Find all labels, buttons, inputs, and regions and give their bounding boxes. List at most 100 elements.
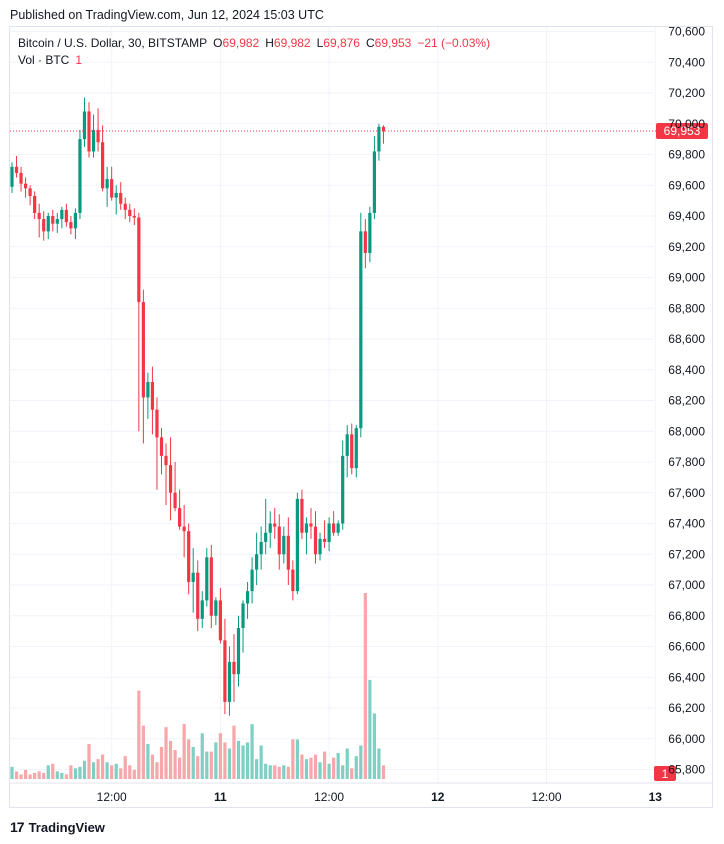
- candle-body: [350, 434, 354, 469]
- volume-bar: [123, 756, 127, 779]
- candle-body: [73, 212, 78, 229]
- y-tick-label: 70,400: [668, 55, 705, 69]
- candle-body: [82, 111, 87, 140]
- volume-bar: [300, 754, 304, 779]
- volume-bar: [259, 745, 263, 779]
- candle-body: [182, 526, 186, 532]
- candle-body: [55, 219, 59, 224]
- volume-bar: [268, 765, 272, 779]
- volume-bar: [159, 746, 164, 779]
- volume-bar: [132, 769, 136, 779]
- y-tick-label: 69,200: [668, 240, 705, 254]
- candle-body: [223, 640, 227, 702]
- candle-body: [146, 382, 150, 398]
- volume-bar: [295, 739, 299, 779]
- volume-bar: [372, 713, 376, 779]
- candle-body: [304, 523, 309, 533]
- candle-body: [10, 166, 14, 187]
- volume-bar: [33, 772, 37, 779]
- candle-body: [178, 508, 182, 527]
- volume-bar: [381, 765, 386, 779]
- candle-body: [209, 557, 213, 616]
- candle-body: [368, 212, 372, 253]
- candle-body: [309, 523, 313, 527]
- volume-bar: [200, 733, 204, 779]
- volume-bar: [173, 750, 177, 779]
- candle-body: [341, 455, 345, 524]
- candle-body: [51, 216, 55, 224]
- candle-body: [141, 302, 145, 398]
- candle-body: [214, 600, 218, 616]
- volume-bar: [196, 756, 200, 779]
- candle-body: [37, 212, 41, 220]
- candle-body: [295, 498, 299, 592]
- candle-body: [168, 465, 173, 493]
- volume-last-badge: [654, 766, 676, 781]
- volume-bar: [241, 745, 245, 779]
- volume-bar: [46, 765, 50, 779]
- y-tick-label: 70,600: [668, 27, 705, 39]
- volume-bar: [350, 768, 354, 779]
- y-tick-label: 66,800: [668, 609, 705, 623]
- volume-bar: [105, 762, 109, 779]
- volume-last-label: 1: [662, 767, 669, 781]
- candle-body: [377, 126, 381, 152]
- last-price-badge: [656, 122, 708, 139]
- volume-bar: [327, 763, 331, 779]
- candle-body: [91, 129, 96, 152]
- candle-body: [105, 179, 109, 189]
- high-value: 69,982: [273, 36, 311, 50]
- volume-bar: [155, 762, 159, 779]
- y-tick-label: 68,800: [668, 301, 705, 315]
- volume-bar: [178, 757, 182, 779]
- y-tick-label: 69,800: [668, 148, 705, 162]
- price-chart[interactable]: 69,953 1 70,600 70,400 70,200 70,000 69,800 69…: [10, 27, 712, 807]
- volume-bar: [64, 774, 68, 779]
- x-tick-label: 11: [214, 790, 227, 804]
- candle-body: [119, 192, 123, 204]
- volume-bar: [137, 690, 141, 779]
- chart-legend: Bitcoin / U.S. Dollar, 30, BITSTAMP O69,9…: [18, 35, 490, 69]
- low-value: 69,876: [323, 36, 360, 50]
- candle-body: [322, 538, 327, 542]
- volume-bar: [150, 754, 155, 779]
- candle-body: [64, 209, 68, 223]
- candle-body: [78, 139, 82, 213]
- candle-body: [245, 591, 250, 604]
- y-tick-label: 67,600: [668, 486, 705, 500]
- volume-bar: [291, 739, 295, 779]
- y-tick-label: 69,400: [668, 209, 705, 223]
- volume-bar: [69, 765, 73, 779]
- volume-bar: [182, 724, 186, 779]
- candle-body: [123, 203, 127, 210]
- change-value: −21 (−0.03%): [417, 36, 491, 50]
- candle-body: [60, 209, 64, 220]
- volume-bar: [304, 759, 309, 779]
- volume-bar: [250, 724, 254, 779]
- y-tick-label: 70,200: [668, 86, 705, 100]
- candle-body: [155, 409, 159, 438]
- y-tick-label: 67,800: [668, 455, 705, 469]
- y-tick-label: 66,600: [668, 640, 705, 654]
- volume-bar: [96, 759, 100, 779]
- volume-bar: [168, 740, 173, 779]
- volume-bar: [264, 763, 268, 779]
- volume-bar: [354, 756, 358, 779]
- volume-bar: [51, 763, 55, 779]
- open-label: O: [213, 36, 223, 50]
- candle-body: [286, 535, 290, 570]
- candle-body: [313, 526, 318, 555]
- tradingview-brand[interactable]: 17 TradingView: [10, 819, 105, 835]
- volume-bar: [345, 748, 349, 779]
- y-tick-label: 67,000: [668, 578, 705, 592]
- chart-frame[interactable]: 69,953 1 70,600 70,400 70,200 70,000 69,800 69…: [9, 26, 713, 808]
- volume-bar: [232, 725, 236, 779]
- candle-body: [332, 523, 336, 533]
- volume-bar: [245, 742, 250, 779]
- candle-body: [42, 219, 46, 232]
- volume-bar: [336, 753, 340, 779]
- candle-body: [46, 216, 50, 232]
- candle-body: [255, 554, 259, 570]
- candle-body: [69, 222, 73, 229]
- volume-bar: [55, 771, 59, 779]
